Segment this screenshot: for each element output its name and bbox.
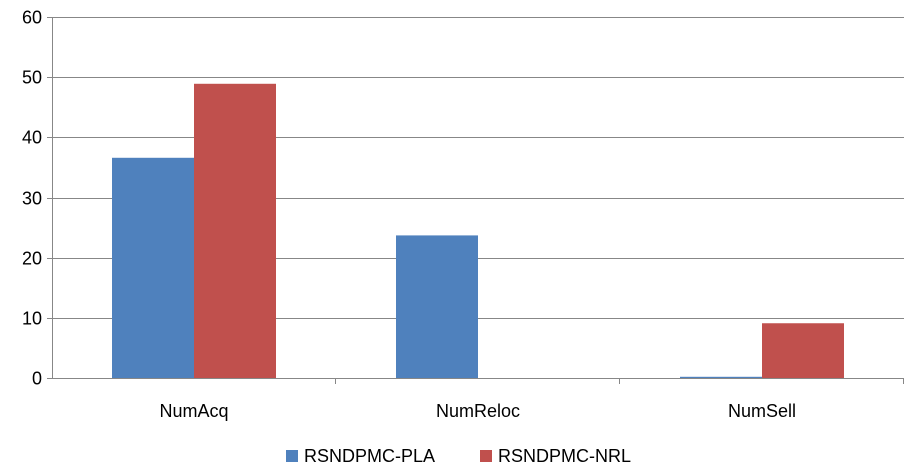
y-tick-label: 40 [22, 128, 42, 148]
x-category-label: NumSell [728, 401, 796, 421]
bar-NumSell-RSNDPMC-PLA [680, 376, 762, 378]
y-tick-label: 60 [22, 8, 42, 28]
y-tick-label: 20 [22, 249, 42, 269]
bar-NumAcq-RSNDPMC-NRL [194, 83, 276, 378]
y-axis-tick-labels: 0 10 20 30 40 50 60 [22, 8, 42, 389]
legend-swatch [286, 450, 298, 462]
legend: RSNDPMC-PLA RSNDPMC-NRL [286, 446, 631, 466]
y-tick-label: 30 [22, 189, 42, 209]
x-category-label: NumAcq [159, 401, 228, 421]
y-tick-label: 10 [22, 309, 42, 329]
bar-NumAcq-RSNDPMC-PLA [112, 157, 194, 378]
legend-swatch [480, 450, 492, 462]
x-axis-category-labels: NumAcq NumReloc NumSell [159, 401, 796, 421]
x-category-label: NumReloc [436, 401, 520, 421]
y-tick-label: 50 [22, 68, 42, 88]
legend-entry-label: RSNDPMC-PLA [304, 446, 435, 466]
bar-NumReloc-RSNDPMC-PLA [396, 235, 478, 378]
bars [112, 83, 844, 378]
legend-entry-label: RSNDPMC-NRL [498, 446, 631, 466]
bar-NumSell-RSNDPMC-NRL [762, 323, 844, 378]
y-tick-label: 0 [32, 369, 42, 389]
